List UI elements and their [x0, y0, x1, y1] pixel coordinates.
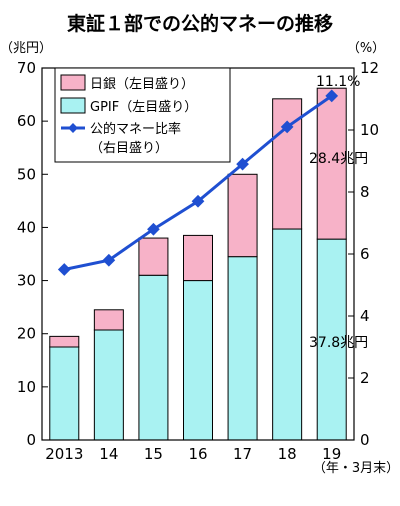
left-tick-label: 20: [17, 325, 36, 343]
right-axis-unit: （%）: [347, 41, 385, 56]
x-tick-label: 16: [188, 445, 207, 463]
bar-boj-14: [93, 309, 124, 331]
right-tick-label: 12: [360, 59, 379, 77]
annotation-gpif-last: 37.8兆円: [309, 335, 368, 351]
right-tick-label: 10: [360, 121, 379, 139]
legend-label-boj: 日銀（左目盛り）: [90, 77, 194, 92]
x-tick-label: 17: [233, 445, 252, 463]
legend-label-gpif: GPIF（左目盛り）: [90, 100, 197, 115]
x-tick-label: 2013: [45, 445, 83, 463]
right-tick-label: 0: [360, 431, 370, 449]
legend: 日銀（左目盛り） GPIF（左目盛り） 公的マネー比率 （右目盛り）: [54, 67, 231, 163]
bar-gpif-17: [227, 256, 258, 441]
left-axis-unit: （兆円）: [0, 41, 52, 56]
right-tick-label: 2: [360, 369, 370, 387]
chart-title: 東証１部での公的マネーの推移: [67, 12, 333, 35]
bar-boj-15: [138, 237, 169, 276]
ratio-point-18: [280, 120, 294, 134]
bar-gpif-18: [272, 228, 303, 441]
ratio-point-2013: [57, 263, 71, 276]
annotation-boj-last: 28.4兆円: [309, 151, 368, 167]
x-tick-label: 14: [99, 445, 118, 463]
left-tick-label: 50: [17, 165, 36, 183]
legend-label-ratio: 公的マネー比率 （右目盛り）: [90, 121, 181, 156]
right-tick-label: 8: [360, 183, 370, 201]
bar-gpif-14: [93, 329, 124, 441]
bar-boj-17: [227, 173, 258, 258]
ratio-line-layer: [57, 89, 339, 276]
left-tick-label: 60: [17, 112, 36, 130]
x-tick-label: 18: [278, 445, 297, 463]
left-tick-label: 30: [17, 272, 36, 290]
bar-gpif-15: [138, 274, 169, 441]
ratio-point-16: [191, 194, 205, 208]
ratio-point-15: [147, 222, 160, 236]
legend-marker-ratio: [68, 123, 78, 133]
bar-gpif-16: [183, 280, 213, 441]
legend-swatch-gpif: [60, 97, 86, 114]
x-axis-unit: （年・3月末）: [313, 461, 399, 476]
annotation-ratio-last: 11.1%: [316, 74, 360, 90]
right-tick-label: 4: [360, 307, 370, 325]
left-tick-label: 40: [17, 218, 36, 236]
bar-boj-16: [183, 234, 213, 282]
legend-label-ratio-line: （右目盛り）: [90, 141, 168, 156]
ratio-point-19: [325, 89, 339, 103]
ratio-point-17: [236, 157, 249, 171]
x-tick-label: 15: [144, 445, 163, 463]
bar-gpif-2013: [49, 346, 80, 441]
right-tick-label: 6: [360, 245, 370, 263]
left-tick-label: 10: [17, 378, 36, 396]
left-tick-label: 70: [17, 59, 36, 77]
legend-swatch-boj: [60, 74, 86, 91]
left-tick-label: 0: [26, 431, 36, 449]
bar-boj-2013: [49, 335, 80, 348]
bar-boj-19: [316, 87, 347, 240]
x-tick-label: 19: [322, 445, 341, 463]
legend-label-ratio-line: 公的マネー比率: [90, 121, 181, 137]
bars-layer: [49, 87, 347, 441]
